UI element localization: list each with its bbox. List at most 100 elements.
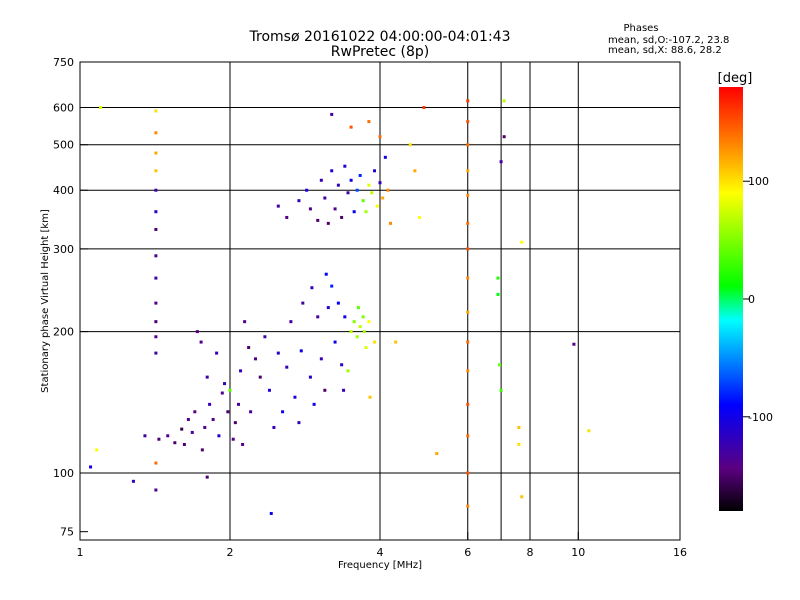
- data-point: [466, 221, 470, 225]
- data-point: [267, 388, 271, 392]
- data-point: [258, 375, 262, 379]
- data-point: [367, 320, 371, 324]
- data-point: [182, 442, 186, 446]
- data-point: [195, 330, 199, 334]
- data-points: [89, 99, 591, 515]
- data-point: [299, 349, 303, 353]
- x-tick-label: 10: [571, 546, 585, 559]
- data-point: [386, 188, 390, 192]
- data-point: [247, 346, 251, 350]
- data-point: [205, 475, 209, 479]
- data-point: [154, 301, 158, 305]
- data-point: [208, 402, 212, 406]
- x-tick-label: 6: [464, 546, 471, 559]
- data-point: [239, 369, 243, 373]
- data-point: [154, 335, 158, 339]
- data-point: [381, 196, 385, 200]
- data-point: [333, 207, 337, 211]
- data-point: [435, 452, 439, 456]
- plot-area: 1 2 4 6 8 10 16 75 100 200 300 400 500 600 750: [53, 56, 687, 559]
- chart-subtitle: RwPretec (8p): [331, 44, 429, 60]
- data-point: [143, 434, 147, 438]
- data-point: [154, 210, 158, 214]
- data-point: [340, 215, 344, 219]
- data-point: [276, 351, 280, 355]
- data-point: [297, 199, 301, 203]
- data-point: [502, 135, 506, 139]
- data-point: [383, 155, 387, 159]
- data-point: [466, 504, 470, 508]
- colorbar-tick-label: 100: [748, 175, 769, 188]
- grid-lines: [80, 62, 680, 540]
- data-point: [249, 410, 253, 414]
- data-point: [587, 429, 591, 433]
- data-point: [336, 301, 340, 305]
- data-point: [466, 169, 470, 173]
- data-point: [370, 191, 374, 195]
- x-tick-label: 4: [377, 546, 384, 559]
- data-point: [326, 306, 330, 310]
- data-point: [301, 301, 305, 305]
- chart-title: Tromsø 20161022 04:00:00-04:01:43: [249, 29, 511, 45]
- data-point: [330, 284, 334, 288]
- data-point: [220, 391, 224, 395]
- data-point: [330, 169, 334, 173]
- data-point: [154, 461, 158, 465]
- data-point: [356, 306, 360, 310]
- data-point: [269, 511, 273, 515]
- data-point: [466, 193, 470, 197]
- y-tick-label: 100: [53, 467, 74, 480]
- y-tick-label: 750: [53, 56, 74, 69]
- y-axis-label: Stationary phase Virtual Height [km]: [40, 209, 51, 393]
- data-point: [466, 276, 470, 280]
- data-point: [272, 425, 276, 429]
- data-point: [323, 388, 327, 392]
- data-point: [190, 430, 194, 434]
- data-point: [355, 188, 359, 192]
- data-point: [358, 173, 362, 177]
- data-point: [498, 363, 502, 367]
- data-point: [231, 437, 235, 441]
- data-point: [361, 315, 365, 319]
- data-point: [364, 210, 368, 214]
- y-tick-label: 400: [53, 184, 74, 197]
- data-point: [349, 178, 353, 182]
- data-point: [324, 272, 328, 276]
- data-point: [343, 315, 347, 319]
- data-point: [346, 369, 350, 373]
- x-axis-ticks: 1 2 4 6 8 10 16: [77, 532, 687, 559]
- data-point: [496, 276, 500, 280]
- data-point: [466, 247, 470, 251]
- data-point: [352, 210, 356, 214]
- data-point: [253, 357, 257, 361]
- data-point: [368, 395, 372, 399]
- data-point: [572, 342, 576, 346]
- data-point: [154, 151, 158, 155]
- data-point: [520, 495, 524, 499]
- data-point: [346, 191, 350, 195]
- data-point: [180, 427, 184, 431]
- y-axis-ticks: 75 100 200 300 400 500 600 750: [53, 56, 88, 539]
- data-point: [408, 143, 412, 147]
- x-axis-label: Frequency [MHz]: [338, 560, 422, 571]
- data-point: [154, 109, 158, 113]
- data-point: [367, 120, 371, 124]
- legend-line-o: mean, sd,O:-107.2, 23.8: [608, 35, 729, 46]
- colorbar: [719, 87, 743, 511]
- data-point: [378, 135, 382, 139]
- data-point: [375, 204, 379, 208]
- data-point: [154, 227, 158, 231]
- data-point: [166, 434, 170, 438]
- data-point: [319, 178, 323, 182]
- data-point: [215, 351, 219, 355]
- data-point: [308, 207, 312, 211]
- data-point: [373, 169, 377, 173]
- data-point: [417, 215, 421, 219]
- data-point: [276, 204, 280, 208]
- data-point: [173, 441, 177, 445]
- data-point: [340, 363, 344, 367]
- data-point: [502, 99, 506, 103]
- data-point: [394, 340, 398, 344]
- x-tick-label: 8: [527, 546, 534, 559]
- legend-line-x: mean, sd,X: 88.6, 28.2: [608, 45, 722, 56]
